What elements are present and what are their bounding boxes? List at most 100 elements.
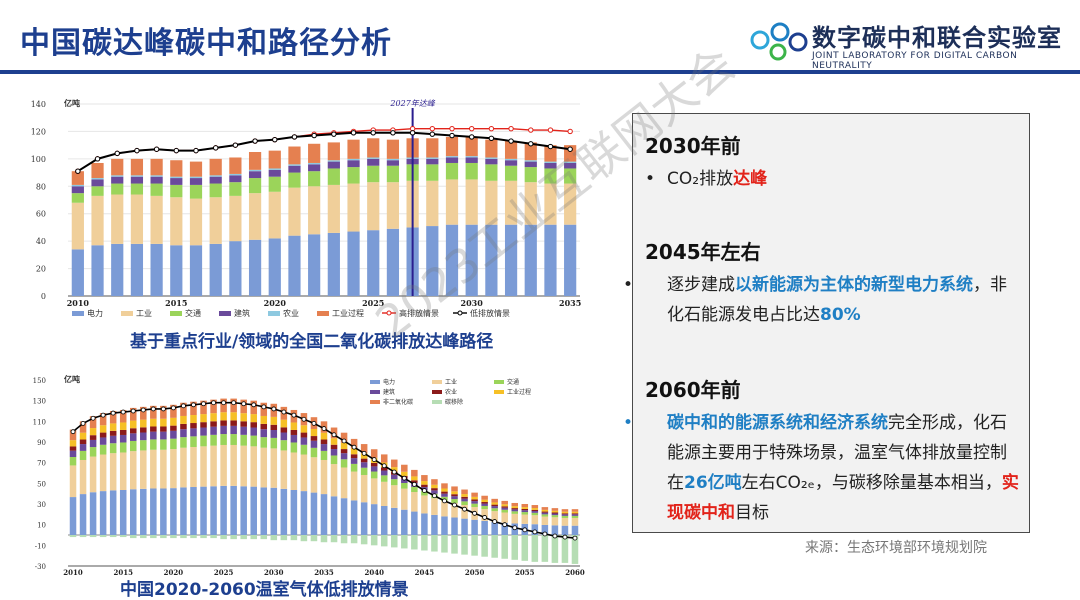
bar-segment [524,167,537,183]
line-point [468,125,475,132]
bar-segment [340,453,348,460]
bar-segment [180,429,187,438]
bar-segment [230,398,237,413]
line-point [241,401,247,407]
bar-segment [130,175,144,177]
line-point [271,406,277,412]
line-point [468,134,475,140]
bar-segment [268,150,281,169]
bar-segment [150,431,157,440]
bar-segment-removal [421,535,428,551]
y-tick-label: 150 [33,377,46,385]
bar-segment [210,421,217,427]
bar-segment [471,501,478,504]
bar-segment [150,175,163,177]
bar-segment [300,432,308,438]
bar-segment [491,502,498,505]
bar-segment [99,491,107,535]
legend-swatch [432,400,442,404]
bar-segment [160,449,167,489]
line-point [472,510,477,516]
line-point [321,426,327,431]
bar-segment [170,160,183,177]
bar-segment [260,487,268,535]
bar-segment [99,432,107,438]
bar-segment [229,241,242,296]
bar-segment [421,513,428,535]
bar-segment [71,193,84,203]
bar-segment [180,437,187,448]
line-point [140,407,146,413]
bar-segment-removal [180,535,187,539]
line-point [492,519,498,524]
bar-segment-removal [190,535,197,539]
bar-segment [551,508,559,511]
legend-swatch [370,400,380,404]
bar-segment [129,489,137,535]
line-point [411,481,417,487]
bar-segment [310,447,318,458]
bar-segment [431,514,438,535]
bar-segment [564,168,577,184]
bar-segment [210,426,217,435]
bar-segment [99,444,107,455]
bar-segment [250,422,257,428]
bar-segment [119,409,127,423]
line-point [390,130,396,136]
bar-segment [481,503,488,506]
bar-segment [189,161,203,177]
bar-segment [240,426,247,435]
bar-segment [129,420,137,429]
line-point [231,400,237,406]
bar-segment [209,158,222,176]
y-tick-label: 50 [37,480,46,488]
bar-segment [360,462,368,468]
bar-segment [445,156,459,158]
bar-segment [99,454,107,492]
bar-segment [501,507,508,510]
bar-segment [210,413,217,422]
bar-segment [230,412,237,421]
bar-segment [571,517,579,526]
bar-segment [461,498,468,502]
bar-segment [71,186,84,194]
bar-segment [140,419,147,428]
bar-segment [367,165,380,183]
bar-segment [501,504,508,507]
legend-label: 建筑 [234,308,250,318]
bar-segment [229,173,242,176]
bar-segment [571,511,579,514]
bar-segment [367,138,380,158]
bar-segment [130,176,144,184]
line-point [542,531,548,537]
bar-segment [288,164,301,166]
bar-segment [445,179,459,225]
legend-label: 碳移除 [445,398,463,406]
bar-segment [180,487,187,535]
bar-segment [504,160,518,166]
bar-segment [544,168,557,184]
y-unit-label: 亿吨 [64,98,80,108]
bar-segment [421,475,428,482]
bar-segment [491,508,498,512]
bar-segment [119,422,127,430]
bar-segment [320,494,328,535]
bar-segment [471,503,478,508]
bar-segment-removal [170,535,177,539]
bar-segment [230,420,237,426]
bar-segment [229,182,242,196]
bar-segment [386,165,400,183]
bar-segment [308,234,321,296]
legend-swatch [370,390,380,394]
line-point [381,463,387,469]
bar-segment [270,448,278,488]
bar-segment [71,249,84,296]
bar-segment [268,168,281,170]
bar-segment [150,449,157,489]
line-point [301,416,307,422]
y-unit-label: 亿吨 [64,374,80,384]
bar-segment [360,502,368,535]
bar-segment [69,497,77,535]
legend-swatch [457,310,463,316]
bar-segment [380,470,388,476]
